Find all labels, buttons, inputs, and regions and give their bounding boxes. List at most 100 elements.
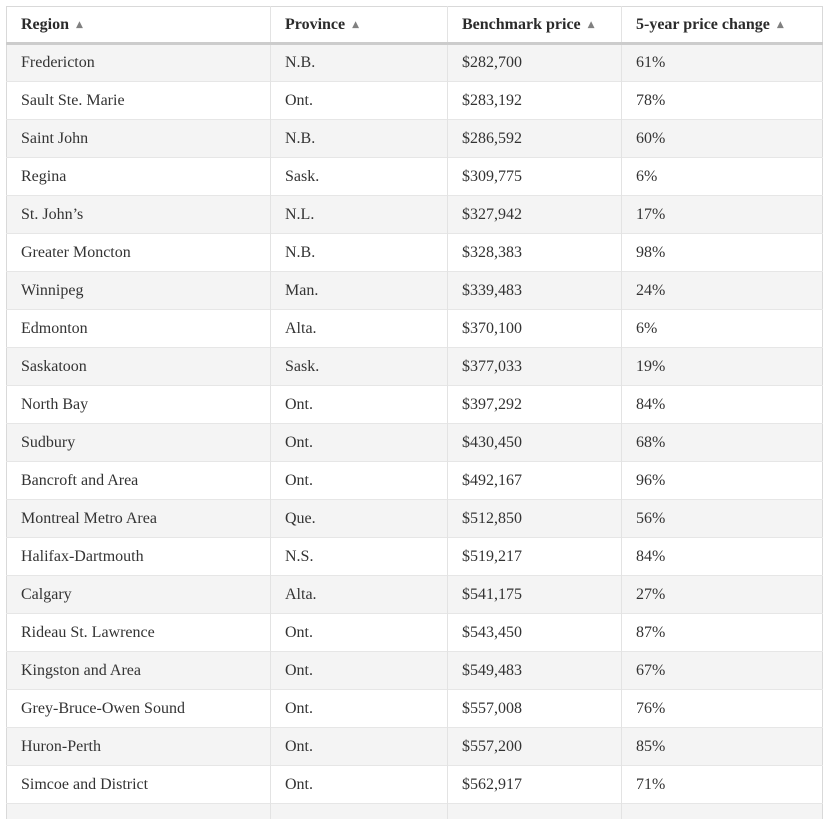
column-header-region[interactable]: Region ▲ xyxy=(6,6,271,45)
benchmark-price-cell: $557,008 xyxy=(447,689,622,728)
table-row: Saskatoon Sask. $377,033 19% xyxy=(6,347,823,386)
table-row: Winnipeg Man. $339,483 24% xyxy=(6,271,823,310)
region-cell: Sudbury xyxy=(6,423,271,462)
province-cell: Ont. xyxy=(270,651,448,690)
province-cell: N.L. xyxy=(270,195,448,234)
benchmark-price-cell: $541,175 xyxy=(447,575,622,614)
table-row-partial xyxy=(6,803,823,819)
column-header-benchmark-price[interactable]: Benchmark price ▲ xyxy=(447,6,622,45)
sort-ascending-icon: ▲ xyxy=(76,19,83,30)
price-change-cell xyxy=(621,803,823,819)
table-row: Halifax-Dartmouth N.S. $519,217 84% xyxy=(6,537,823,576)
benchmark-price-cell: $370,100 xyxy=(447,309,622,348)
price-change-cell: 61% xyxy=(621,43,823,82)
price-change-cell: 84% xyxy=(621,385,823,424)
province-cell: Man. xyxy=(270,271,448,310)
province-cell: N.B. xyxy=(270,233,448,272)
province-cell: Ont. xyxy=(270,765,448,804)
price-change-cell: 96% xyxy=(621,461,823,500)
price-change-cell: 76% xyxy=(621,689,823,728)
benchmark-price-cell: $397,292 xyxy=(447,385,622,424)
price-change-cell: 6% xyxy=(621,157,823,196)
benchmark-price-cell: $283,192 xyxy=(447,81,622,120)
benchmark-price-cell: $492,167 xyxy=(447,461,622,500)
column-header-price-change-label: 5-year price change xyxy=(636,15,770,33)
table-header: Region ▲ Province ▲ Benchmark price ▲ 5-yea… xyxy=(6,6,823,45)
region-cell: Montreal Metro Area xyxy=(6,499,271,538)
price-change-cell: 56% xyxy=(621,499,823,538)
price-table: Region ▲ Province ▲ Benchmark price ▲ 5-yea… xyxy=(6,6,823,819)
table-row: North Bay Ont. $397,292 84% xyxy=(6,385,823,424)
price-change-cell: 60% xyxy=(621,119,823,158)
price-change-cell: 98% xyxy=(621,233,823,272)
column-header-province-label: Province xyxy=(285,15,346,33)
benchmark-price-cell: $327,942 xyxy=(447,195,622,234)
region-cell: Rideau St. Lawrence xyxy=(6,613,271,652)
province-cell: Que. xyxy=(270,499,448,538)
table-row: St. John’s N.L. $327,942 17% xyxy=(6,195,823,234)
table-row: Edmonton Alta. $370,100 6% xyxy=(6,309,823,348)
table-row: Grey-Bruce-Owen Sound Ont. $557,008 76% xyxy=(6,689,823,728)
price-change-cell: 85% xyxy=(621,727,823,766)
table-row: Kingston and Area Ont. $549,483 67% xyxy=(6,651,823,690)
province-cell: Ont. xyxy=(270,385,448,424)
province-cell: N.S. xyxy=(270,537,448,576)
price-change-cell: 68% xyxy=(621,423,823,462)
benchmark-price-cell: $543,450 xyxy=(447,613,622,652)
benchmark-price-cell: $309,775 xyxy=(447,157,622,196)
province-cell: Alta. xyxy=(270,309,448,348)
price-table-container: Region ▲ Province ▲ Benchmark price ▲ 5-yea… xyxy=(6,6,823,819)
table-row: Saint John N.B. $286,592 60% xyxy=(6,119,823,158)
province-cell: Sask. xyxy=(270,347,448,386)
table-row: Calgary Alta. $541,175 27% xyxy=(6,575,823,614)
price-change-cell: 78% xyxy=(621,81,823,120)
region-cell: St. John’s xyxy=(6,195,271,234)
column-header-price-change[interactable]: 5-year price change ▲ xyxy=(621,6,823,45)
table-row: Sault Ste. Marie Ont. $283,192 78% xyxy=(6,81,823,120)
benchmark-price-cell: $282,700 xyxy=(447,43,622,82)
benchmark-price-cell: $519,217 xyxy=(447,537,622,576)
price-change-cell: 19% xyxy=(621,347,823,386)
price-change-cell: 67% xyxy=(621,651,823,690)
province-cell: Ont. xyxy=(270,689,448,728)
province-cell: Ont. xyxy=(270,423,448,462)
benchmark-price-cell: $512,850 xyxy=(447,499,622,538)
benchmark-price-cell xyxy=(447,803,622,819)
column-header-province[interactable]: Province ▲ xyxy=(270,6,448,45)
region-cell: Bancroft and Area xyxy=(6,461,271,500)
table-row: Greater Moncton N.B. $328,383 98% xyxy=(6,233,823,272)
table-row: Bancroft and Area Ont. $492,167 96% xyxy=(6,461,823,500)
price-change-cell: 87% xyxy=(621,613,823,652)
region-cell: Simcoe and District xyxy=(6,765,271,804)
sort-ascending-icon: ▲ xyxy=(352,19,360,30)
benchmark-price-cell: $562,917 xyxy=(447,765,622,804)
region-cell: Grey-Bruce-Owen Sound xyxy=(6,689,271,728)
sort-ascending-icon: ▲ xyxy=(587,19,595,30)
province-cell: N.B. xyxy=(270,119,448,158)
region-cell: Halifax-Dartmouth xyxy=(6,537,271,576)
table-row: Regina Sask. $309,775 6% xyxy=(6,157,823,196)
benchmark-price-cell: $286,592 xyxy=(447,119,622,158)
region-cell: Kingston and Area xyxy=(6,651,271,690)
region-cell: Sault Ste. Marie xyxy=(6,81,271,120)
table-row: Simcoe and District Ont. $562,917 71% xyxy=(6,765,823,804)
price-change-cell: 71% xyxy=(621,765,823,804)
province-cell: Alta. xyxy=(270,575,448,614)
region-cell: Regina xyxy=(6,157,271,196)
province-cell: Ont. xyxy=(270,727,448,766)
region-cell: Edmonton xyxy=(6,309,271,348)
price-change-cell: 17% xyxy=(621,195,823,234)
province-cell: Ont. xyxy=(270,81,448,120)
region-cell: Saskatoon xyxy=(6,347,271,386)
region-cell: North Bay xyxy=(6,385,271,424)
table-row: Fredericton N.B. $282,700 61% xyxy=(6,43,823,82)
region-cell: Winnipeg xyxy=(6,271,271,310)
benchmark-price-cell: $549,483 xyxy=(447,651,622,690)
province-cell: Sask. xyxy=(270,157,448,196)
table-row: Huron-Perth Ont. $557,200 85% xyxy=(6,727,823,766)
province-cell xyxy=(270,803,448,819)
benchmark-price-cell: $557,200 xyxy=(447,727,622,766)
header-row: Region ▲ Province ▲ Benchmark price ▲ 5-yea… xyxy=(6,6,823,45)
benchmark-price-cell: $377,033 xyxy=(447,347,622,386)
